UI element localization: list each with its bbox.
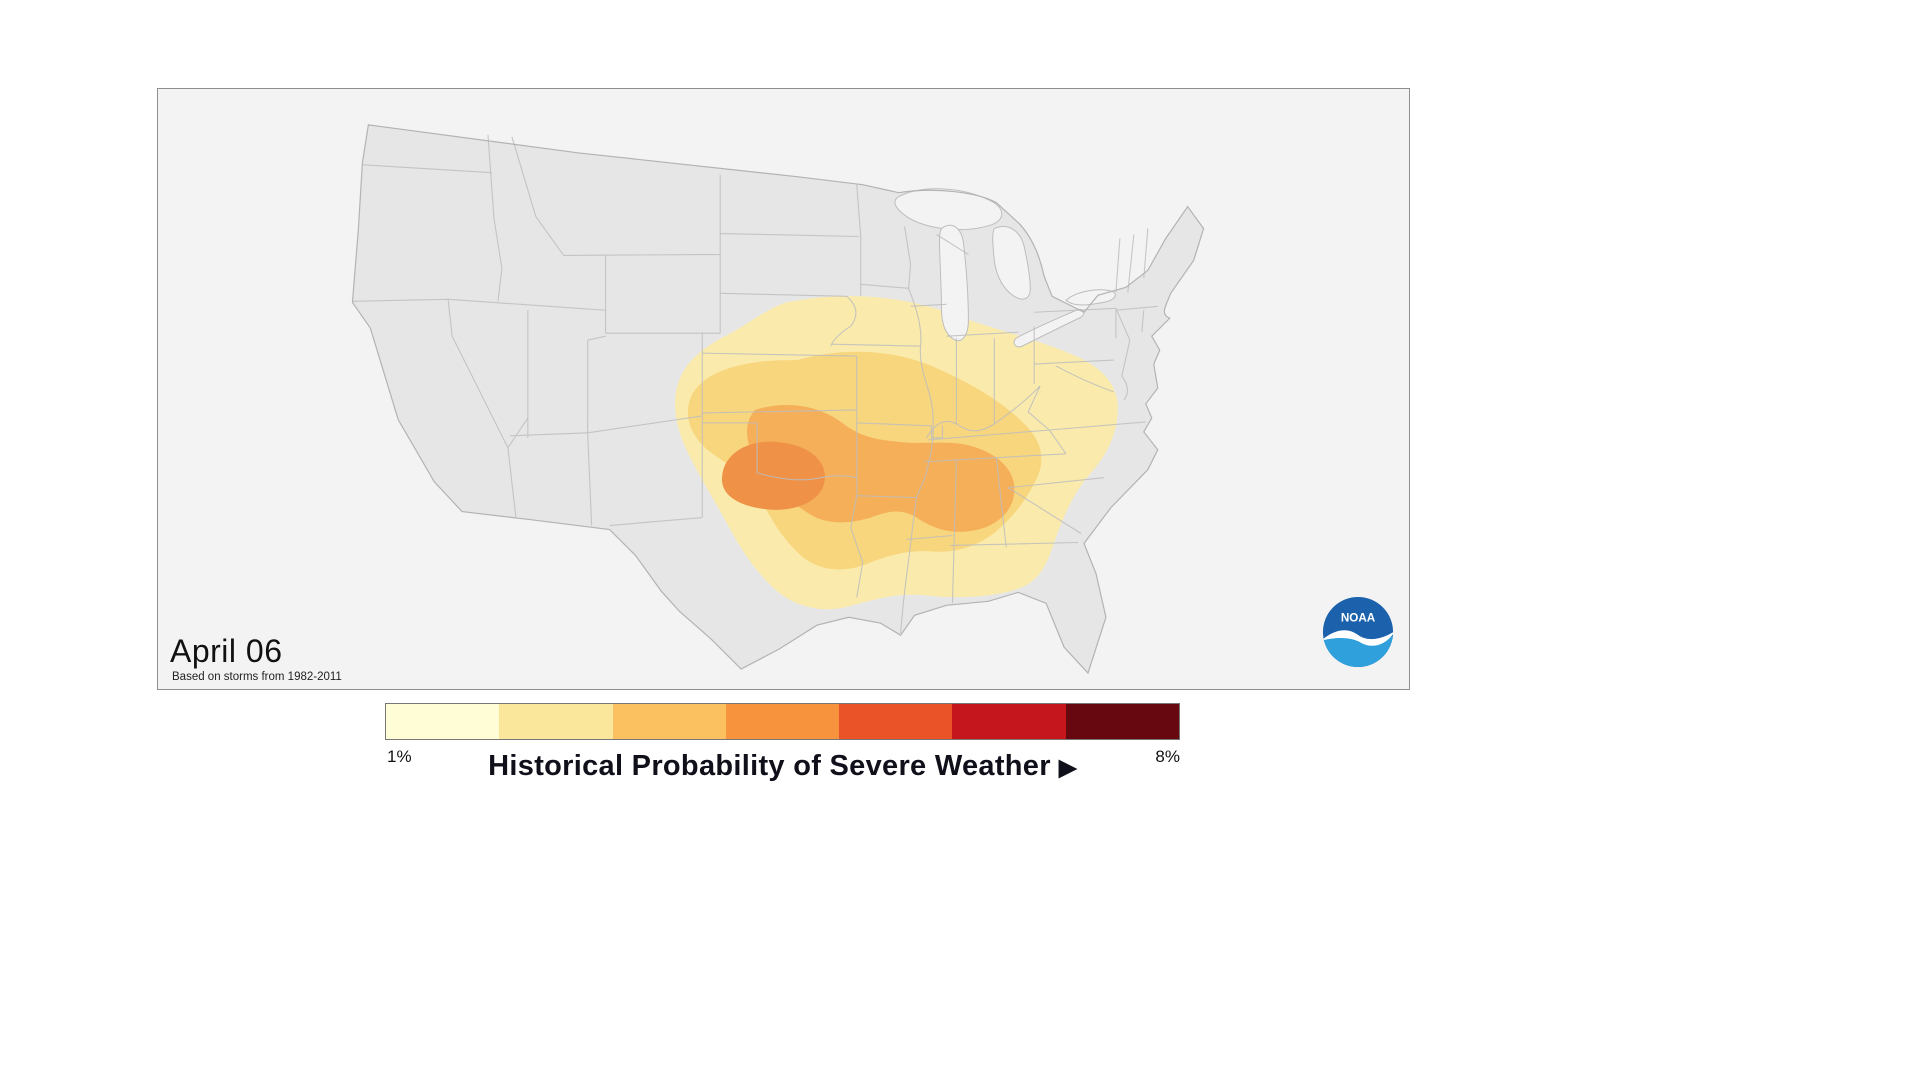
probability-contours <box>675 296 1118 610</box>
lake-erie <box>1013 308 1085 348</box>
legend-min-label: 1% <box>387 747 412 766</box>
state-borders-northeast <box>1027 228 1158 431</box>
date-label: April 06 <box>170 633 283 669</box>
legend-segment <box>386 704 500 739</box>
legend-segment <box>499 704 613 739</box>
noaa-gull-icon <box>1322 630 1394 646</box>
legend-max-label: 8% <box>1155 747 1180 766</box>
legend-segment <box>1065 704 1179 739</box>
us-probability-map <box>351 124 1205 674</box>
legend-segment <box>725 704 840 739</box>
legend-title: Historical Probability of Severe Weather <box>488 750 1051 782</box>
state-borders-mississippi-river <box>900 288 934 634</box>
lake-michigan <box>938 224 969 342</box>
noaa-logo: NOAA <box>1321 595 1395 669</box>
source-note: Based on storms from 1982-2011 <box>172 671 342 683</box>
legend-segment <box>952 704 1066 739</box>
noaa-logo-graphic: NOAA <box>1322 596 1394 668</box>
lake-superior <box>894 188 1003 230</box>
state-borders-south <box>906 421 1146 604</box>
state-borders-midwest <box>904 226 1041 439</box>
legend-title-row: Historical Probability of Severe Weather… <box>385 750 1180 783</box>
legend: 1% 8% Historical Probability of Severe W… <box>385 703 1180 803</box>
state-borders-plains <box>702 184 944 598</box>
contour-level-4 <box>721 441 825 510</box>
state-borders <box>352 134 1158 634</box>
contour-level-3 <box>747 405 1015 532</box>
noaa-logo-text: NOAA <box>1341 611 1376 624</box>
legend-segment <box>839 704 953 739</box>
noaa-sea <box>1322 632 1394 668</box>
legend-color-bar <box>385 703 1180 740</box>
map-panel: April 06 Based on storms from 1982-2011 … <box>157 88 1410 690</box>
state-borders-west <box>352 134 721 527</box>
lake-huron <box>992 226 1031 300</box>
legend-segment <box>612 704 726 739</box>
play-icon[interactable]: ▶ <box>1058 753 1077 780</box>
great-lakes <box>894 188 1116 348</box>
